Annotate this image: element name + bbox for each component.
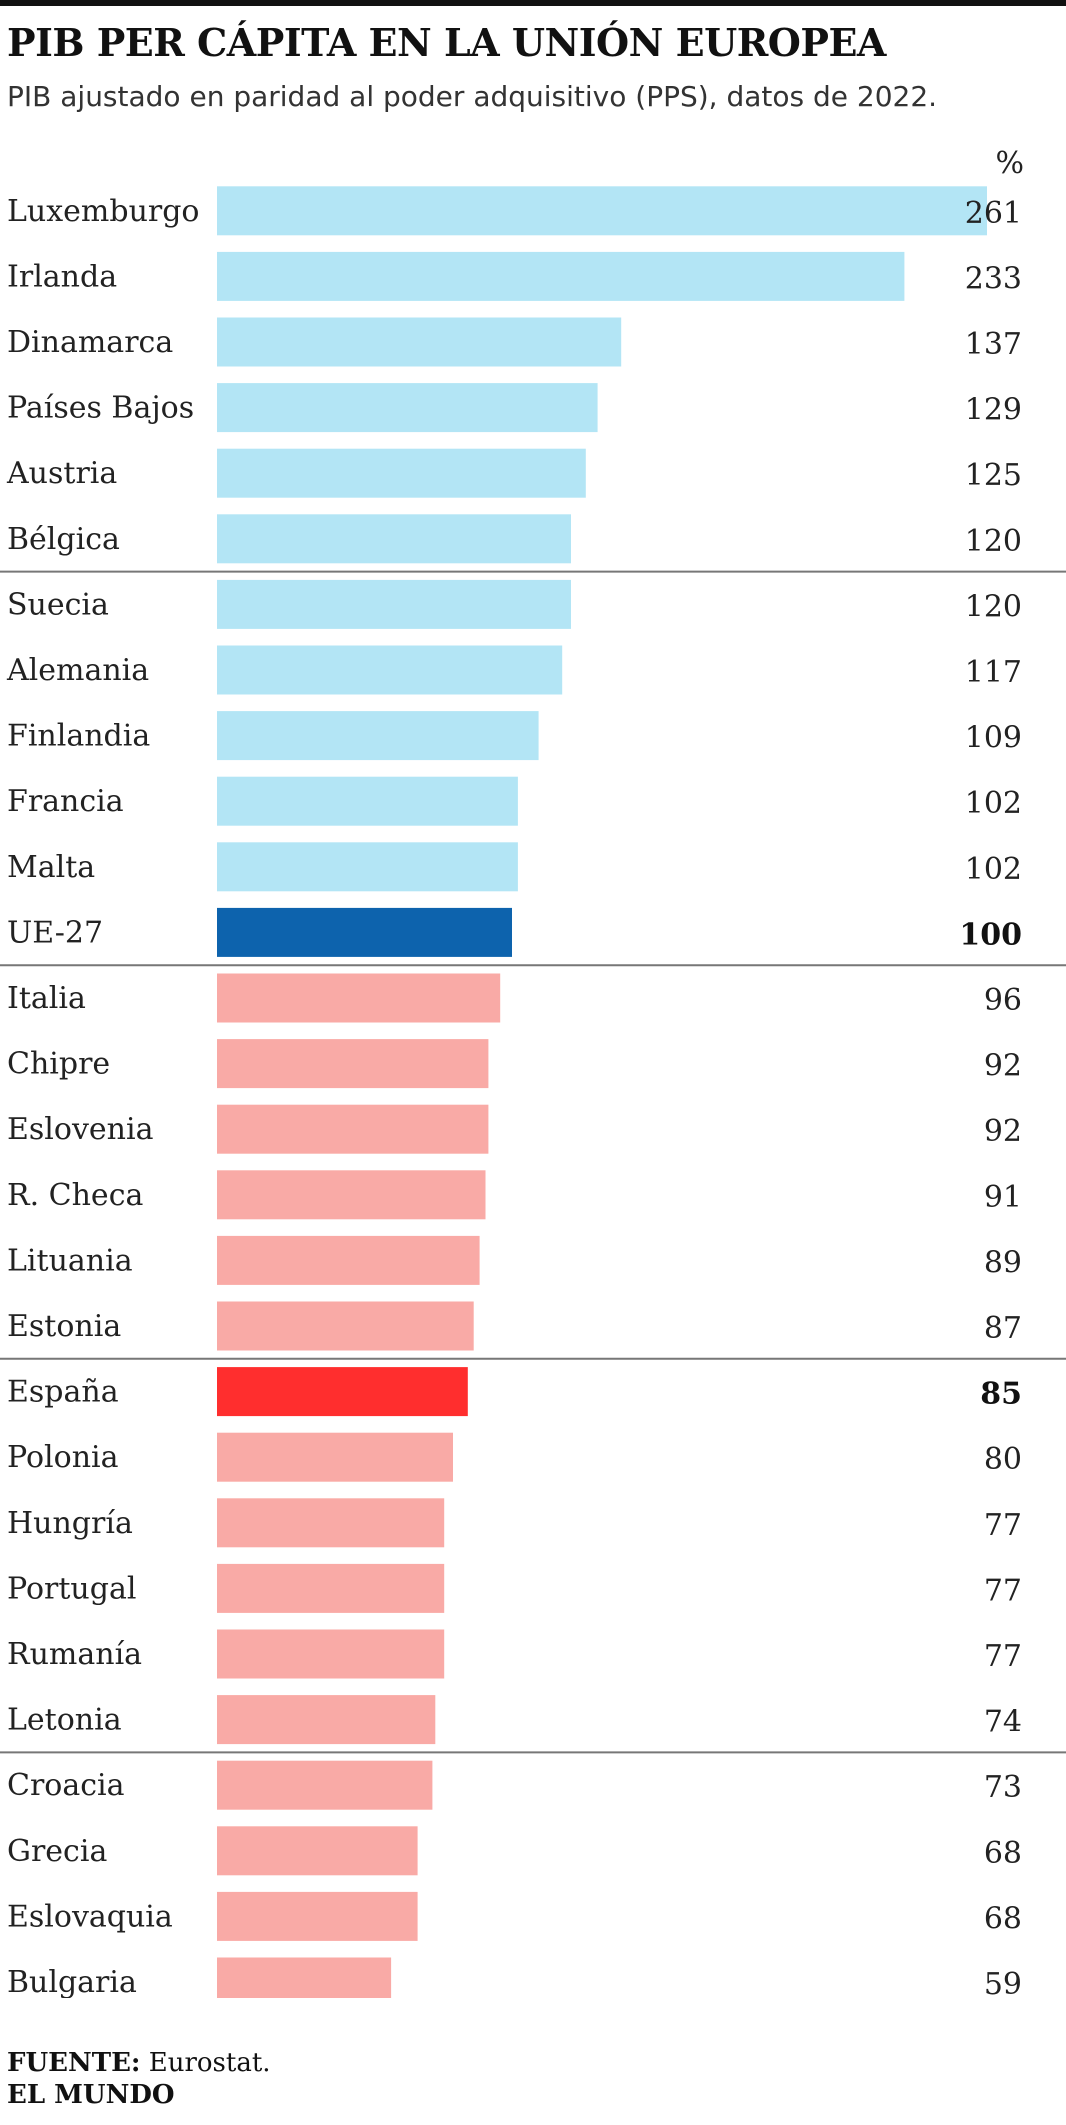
value-label-rumania: 77 [984, 1639, 1022, 1674]
bar-belgica [217, 514, 571, 564]
category-label-suecia: Suecia [7, 587, 109, 622]
category-label-lituania: Lituania [7, 1243, 133, 1278]
bar-polonia [217, 1432, 453, 1482]
value-label-belgica: 120 [965, 524, 1022, 559]
value-label-grecia: 68 [984, 1836, 1022, 1871]
bar-letonia [217, 1695, 436, 1745]
value-label-francia: 102 [965, 786, 1022, 821]
value-label-lituania: 89 [984, 1245, 1022, 1280]
value-label-italia: 96 [984, 983, 1022, 1018]
bar-ue-27 [217, 907, 512, 957]
bar-alemania [217, 645, 563, 695]
bar-eslovaquia [217, 1891, 418, 1941]
unit-label: % [995, 146, 1024, 181]
bar-malta [217, 842, 518, 892]
bar-chipre [217, 1039, 489, 1089]
category-label-finlandia: Finlandia [7, 719, 150, 754]
value-label-luxemburgo: 261 [965, 196, 1022, 231]
category-label-paises-bajos: Países Bajos [7, 391, 194, 426]
value-label-letonia: 74 [984, 1705, 1022, 1740]
category-label-eslovaquia: Eslovaquia [7, 1899, 173, 1934]
value-label-dinamarca: 137 [965, 327, 1022, 362]
bar-estonia [217, 1301, 474, 1351]
category-label-estonia: Estonia [7, 1309, 121, 1344]
top-rule [0, 0, 1066, 6]
value-label-austria: 125 [965, 458, 1022, 493]
bar-hungria [217, 1498, 445, 1548]
category-label-polonia: Polonia [7, 1440, 119, 1475]
bar-portugal [217, 1563, 445, 1613]
publisher-brand: EL MUNDO [7, 2080, 175, 2110]
value-label-eslovaquia: 68 [984, 1901, 1022, 1936]
bar-finlandia [217, 711, 539, 761]
bar-paises-bajos [217, 383, 598, 433]
value-label-finlandia: 109 [965, 721, 1022, 756]
value-label-suecia: 120 [965, 589, 1022, 624]
bar-suecia [217, 579, 571, 629]
value-label-portugal: 77 [984, 1573, 1022, 1608]
chart-subtitle: PIB ajustado en paridad al poder adquisi… [7, 80, 938, 113]
category-label-eslovenia: Eslovenia [7, 1112, 154, 1147]
value-label-chipre: 92 [984, 1049, 1022, 1084]
source-label: FUENTE: [7, 2048, 141, 2078]
category-label-francia: Francia [7, 784, 124, 819]
bar-espana [217, 1367, 468, 1417]
category-label-irlanda: Irlanda [7, 259, 117, 294]
category-label-espana: España [7, 1375, 119, 1410]
category-label-ue-27: UE-27 [7, 915, 103, 950]
category-label-malta: Malta [7, 850, 95, 885]
bar-r-checa [217, 1170, 486, 1220]
value-label-malta: 102 [965, 852, 1022, 887]
bar-luxemburgo [217, 186, 987, 236]
bar-croacia [217, 1760, 433, 1810]
category-label-portugal: Portugal [7, 1571, 136, 1606]
value-label-bulgaria: 59 [984, 1967, 1022, 1998]
value-label-polonia: 80 [984, 1442, 1022, 1477]
category-label-bulgaria: Bulgaria [7, 1965, 137, 1998]
category-label-italia: Italia [7, 981, 86, 1016]
bar-grecia [217, 1826, 418, 1876]
value-label-irlanda: 233 [965, 261, 1022, 296]
category-label-rumania: Rumanía [7, 1637, 142, 1672]
category-label-grecia: Grecia [7, 1834, 107, 1869]
bar-dinamarca [217, 317, 622, 367]
bar-irlanda [217, 251, 905, 301]
category-label-alemania: Alemania [6, 653, 149, 688]
bar-chart: Luxemburgo 261 Irlanda 233 Dinamarca 137 Paíse… [0, 186, 1066, 1998]
value-label-croacia: 73 [984, 1770, 1022, 1805]
category-label-dinamarca: Dinamarca [7, 325, 173, 360]
category-label-hungria: Hungría [7, 1506, 133, 1541]
category-label-luxemburgo: Luxemburgo [7, 194, 200, 229]
value-label-espana: 85 [980, 1377, 1022, 1412]
value-label-estonia: 87 [984, 1311, 1022, 1346]
source-note: FUENTE: Eurostat. [7, 2048, 271, 2078]
chart-title: PIB PER CÁPITA EN LA UNIÓN EUROPEA [7, 20, 886, 65]
value-label-r-checa: 91 [984, 1180, 1022, 1215]
bar-lituania [217, 1235, 480, 1285]
bar-bulgaria [217, 1957, 392, 1998]
bar-rumania [217, 1629, 445, 1679]
category-label-belgica: Bélgica [7, 522, 120, 557]
category-label-chipre: Chipre [7, 1047, 110, 1082]
value-label-hungria: 77 [984, 1508, 1022, 1543]
category-label-letonia: Letonia [7, 1703, 122, 1738]
category-label-croacia: Croacia [7, 1768, 125, 1803]
category-label-r-checa: R. Checa [7, 1178, 143, 1213]
bar-francia [217, 776, 518, 826]
value-label-eslovenia: 92 [984, 1114, 1022, 1149]
value-label-ue-27: 100 [959, 917, 1022, 952]
category-label-austria: Austria [6, 456, 117, 491]
value-label-alemania: 117 [965, 655, 1022, 690]
bar-austria [217, 448, 586, 498]
value-label-paises-bajos: 129 [965, 393, 1022, 428]
bar-eslovenia [217, 1104, 489, 1154]
source-value: Eurostat. [148, 2048, 271, 2078]
bar-italia [217, 973, 501, 1023]
